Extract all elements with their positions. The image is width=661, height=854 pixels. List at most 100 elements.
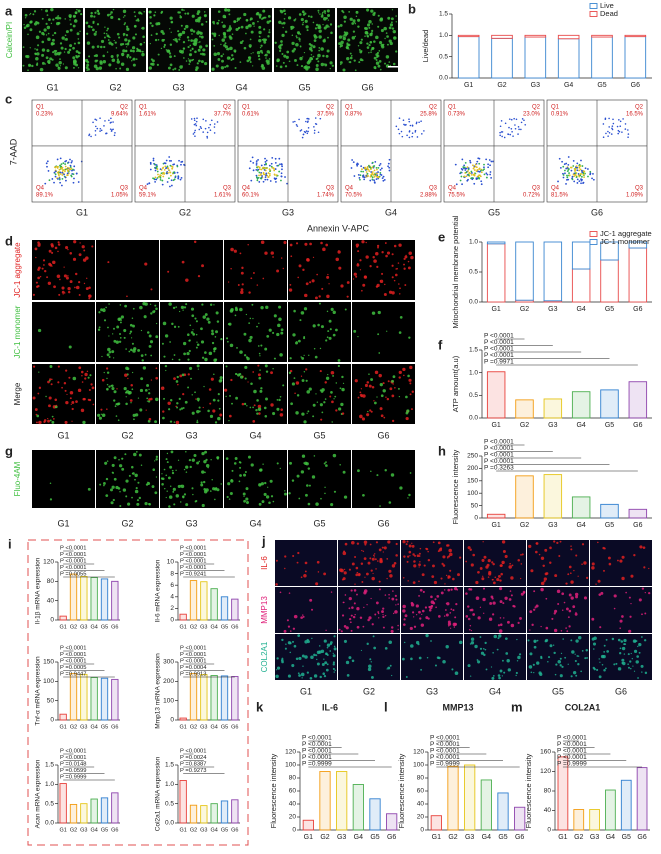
event: [255, 162, 258, 165]
event: [58, 178, 61, 181]
cell: [276, 269, 280, 273]
cell: [188, 339, 191, 342]
cell: [191, 14, 195, 18]
cell: [326, 653, 329, 657]
x-tick-label: G5: [605, 422, 614, 429]
cell: [362, 625, 365, 628]
bar: [200, 674, 208, 721]
cell: [445, 645, 449, 649]
cell: [402, 609, 406, 613]
cell: [468, 628, 471, 631]
group-label: G6: [361, 82, 373, 92]
p-value: P <0.0001: [60, 659, 87, 665]
event: [485, 176, 488, 179]
cell: [190, 307, 195, 311]
cell: [221, 38, 225, 42]
event: [174, 176, 177, 179]
cell: [106, 377, 108, 380]
micrograph: [288, 302, 351, 362]
cell: [285, 643, 287, 645]
event: [353, 175, 356, 177]
cell: [215, 311, 219, 315]
cell: [213, 22, 215, 25]
cell: [57, 250, 59, 253]
cell: [137, 348, 141, 352]
panel-label: a: [5, 3, 13, 18]
cell: [348, 48, 350, 50]
cell: [213, 350, 216, 353]
cell: [391, 264, 394, 267]
y-tick-label: 80: [417, 775, 425, 782]
event: [592, 172, 594, 175]
panel-label: g: [5, 443, 13, 458]
event: [110, 130, 113, 132]
cell: [117, 18, 121, 21]
cell: [197, 30, 199, 32]
cell: [189, 44, 192, 47]
cell: [560, 652, 563, 655]
cell: [454, 671, 459, 676]
cell: [384, 468, 387, 472]
cell: [352, 30, 356, 33]
cell: [225, 365, 228, 368]
p-value: P <0.0001: [180, 652, 207, 658]
event: [473, 182, 476, 185]
event: [618, 119, 620, 121]
cell: [90, 383, 93, 386]
cell: [335, 328, 338, 332]
cell: [185, 303, 188, 306]
cell: [239, 307, 243, 312]
cell: [233, 49, 237, 53]
cell: [392, 612, 395, 615]
event: [255, 163, 258, 166]
cell: [294, 18, 297, 20]
cell: [291, 49, 295, 53]
cell: [638, 651, 641, 654]
event: [112, 121, 114, 123]
cell: [135, 451, 138, 453]
y-tick-label: 120: [413, 749, 424, 756]
event: [616, 125, 619, 128]
event: [520, 121, 523, 124]
cell: [398, 331, 402, 334]
cell: [370, 569, 373, 572]
cell: [359, 414, 363, 419]
cell: [107, 347, 111, 352]
event: [155, 178, 158, 181]
cell: [370, 51, 372, 53]
cell: [72, 24, 76, 28]
cell: [169, 398, 173, 402]
cell: [605, 638, 608, 641]
cell: [434, 598, 437, 601]
event: [264, 176, 267, 179]
event: [170, 165, 173, 168]
cell: [342, 36, 346, 41]
quadrant-percent: 0.23%: [36, 112, 54, 118]
cell: [243, 495, 245, 498]
event: [154, 169, 157, 172]
cell: [606, 650, 610, 653]
cell: [353, 589, 357, 592]
cell: [253, 25, 255, 27]
event: [63, 173, 65, 176]
cell: [368, 384, 372, 388]
event: [627, 136, 629, 138]
cell: [43, 264, 45, 266]
event: [173, 172, 176, 174]
cell: [116, 54, 119, 57]
cell: [41, 40, 45, 44]
cell: [283, 54, 287, 58]
cell: [422, 590, 425, 594]
cell: [312, 55, 315, 58]
cell: [74, 11, 78, 15]
cell: [213, 347, 216, 351]
cell: [640, 664, 644, 668]
cell: [578, 636, 582, 640]
cell: [326, 643, 331, 647]
cell: [178, 397, 181, 400]
cell: [292, 554, 295, 558]
event: [268, 168, 271, 171]
cell: [39, 243, 41, 245]
cell: [154, 11, 157, 14]
cell: [161, 483, 164, 486]
